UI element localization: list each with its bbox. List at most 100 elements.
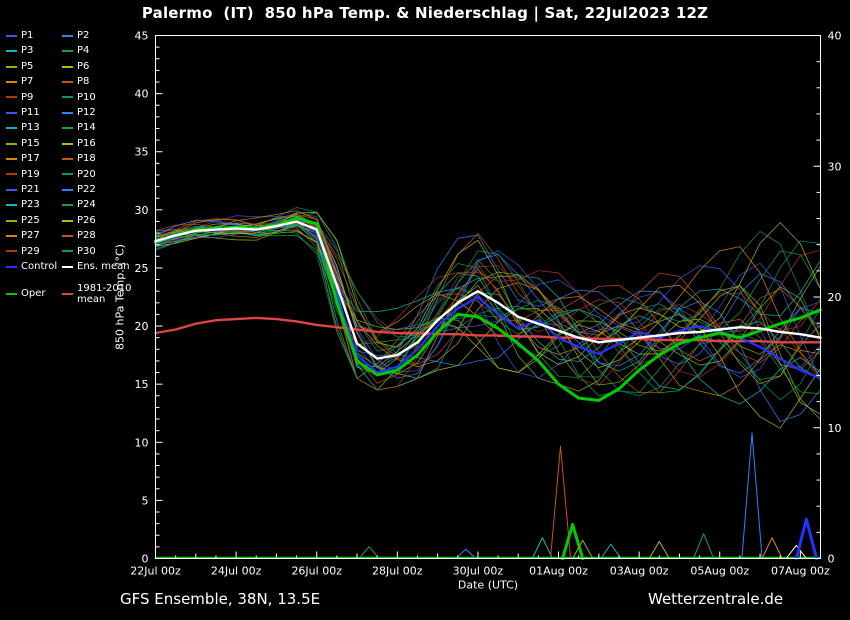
- legend-item-p27: P27: [6, 228, 62, 243]
- legend-color-dash: [62, 34, 73, 37]
- legend-color-dash: [62, 157, 73, 160]
- legend-item-label: P26: [77, 214, 96, 226]
- legend-item-p20: P20: [62, 167, 118, 182]
- legend-item-p18: P18: [62, 151, 118, 166]
- legend-item-p8: P8: [62, 74, 118, 89]
- legend-item-ens-mean: Ens. mean: [62, 259, 150, 274]
- legend-color-dash: [6, 173, 17, 176]
- legend-color-dash: [6, 265, 17, 268]
- legend-item-p7: P7: [6, 74, 62, 89]
- ensemble-member-line: [155, 223, 821, 395]
- axis-tick-label: 20: [135, 320, 149, 333]
- legend-item-label: P16: [77, 137, 96, 149]
- precip-spike: [550, 445, 572, 559]
- legend-item-p29: P29: [6, 244, 62, 259]
- legend-item-p4: P4: [62, 43, 118, 58]
- legend-color-dash: [6, 204, 17, 207]
- axis-tick-label: 45: [135, 30, 149, 43]
- precip-spike: [794, 517, 818, 560]
- legend-item-p1: P1: [6, 28, 62, 43]
- legend-item-p24: P24: [62, 197, 118, 212]
- legend-item-p21: P21: [6, 182, 62, 197]
- axis-tick-label: 30Jul 00z: [453, 565, 504, 578]
- series-line-oper: [154, 216, 822, 402]
- source-credit-label: Wetterzentrale.de: [648, 590, 784, 608]
- legend-item-label: 1981-2010 mean: [77, 282, 132, 305]
- legend-color-dash: [6, 234, 17, 237]
- axis-tick-label: 0: [142, 553, 149, 566]
- legend-item-label: P4: [77, 45, 90, 57]
- legend-item-label: P6: [77, 60, 90, 72]
- legend-item-label: P3: [21, 45, 34, 57]
- legend-color-dash: [6, 157, 17, 160]
- axis-tick-label: 01Aug 00z: [529, 565, 588, 578]
- legend-item-p11: P11: [6, 105, 62, 120]
- legend-item-label: P1: [21, 30, 34, 41]
- ensemble-member-line: [155, 221, 821, 392]
- legend-item-label: P8: [77, 76, 90, 88]
- legend-item-label: P2: [77, 30, 90, 41]
- legend-color-dash: [62, 111, 73, 114]
- axis-tick-label: 28Jul 00z: [372, 565, 423, 578]
- ensemble-legend: P1 P2 P3 P4 P5 P6 P7 P8 P9 P10 P11 P12 P13 P14 P15 P16 P…: [6, 28, 154, 305]
- precip-spike: [761, 537, 783, 559]
- legend-item-label: P14: [77, 122, 96, 134]
- axis-tick-label: 20: [828, 291, 842, 304]
- legend-color-dash: [6, 250, 17, 253]
- x-axis-title: Date (UTC): [458, 579, 518, 592]
- legend-item-p2: P2: [62, 28, 118, 43]
- legend-item-label: P17: [21, 153, 40, 165]
- legend-color-dash: [62, 188, 73, 191]
- ensemble-member-line: [155, 224, 821, 397]
- legend-item-oper: Oper: [6, 283, 62, 305]
- precip-spike: [561, 523, 585, 560]
- precip-spike: [531, 537, 553, 559]
- legend-item-p3: P3: [6, 43, 62, 58]
- legend-item-label: P10: [77, 91, 96, 103]
- legend-item-p13: P13: [6, 120, 62, 135]
- legend-item-p25: P25: [6, 213, 62, 228]
- legend-item-p15: P15: [6, 136, 62, 151]
- axis-tick-label: 22Jul 00z: [130, 565, 181, 578]
- axis-tick-label: 10: [828, 422, 842, 435]
- legend-color-dash: [6, 96, 17, 99]
- legend-color-dash: [62, 265, 73, 268]
- legend-item-p28: P28: [62, 228, 118, 243]
- axis-tick-label: 5: [142, 494, 149, 507]
- legend-item-label: P19: [21, 168, 40, 180]
- legend-item-label: P30: [77, 245, 96, 257]
- legend-color-dash: [6, 142, 17, 145]
- precip-spike: [785, 544, 807, 559]
- precip-spike: [600, 543, 622, 559]
- legend-item-label: P22: [77, 184, 96, 196]
- ensemble-member-line: [155, 226, 821, 386]
- legend-color-dash: [6, 65, 17, 68]
- legend-color-dash: [6, 292, 17, 295]
- legend-color-dash: [62, 80, 73, 83]
- axis-tick-label: 40: [828, 30, 842, 43]
- legend-item-label: Control: [21, 261, 58, 273]
- legend-item-label: P27: [21, 230, 40, 242]
- axis-tick-label: 25: [135, 262, 149, 275]
- axis-tick-label: 40: [135, 88, 149, 101]
- precip-spike: [572, 539, 594, 559]
- legend-item-p23: P23: [6, 197, 62, 212]
- legend-item-p9: P9: [6, 90, 62, 105]
- series-line-1981-2010-mean: [154, 316, 822, 344]
- axis-tick-label: 07Aug 00z: [771, 565, 830, 578]
- axis-tick-label: 15: [135, 378, 149, 391]
- ensemble-member-line: [155, 210, 821, 355]
- legend-color-dash: [62, 219, 73, 222]
- legend-color-dash: [62, 142, 73, 145]
- legend-color-dash: [6, 34, 17, 37]
- legend-item-label: P5: [21, 60, 34, 72]
- legend-item-label: P21: [21, 184, 40, 196]
- legend-item-1981-2010-mean: 1981-2010 mean: [62, 283, 150, 305]
- axis-tick-label: 0: [828, 553, 835, 566]
- legend-item-label: P12: [77, 107, 96, 119]
- axis-tick-label: 10: [135, 436, 149, 449]
- precip-spike: [741, 432, 763, 559]
- axis-tick-label: 30: [135, 204, 149, 217]
